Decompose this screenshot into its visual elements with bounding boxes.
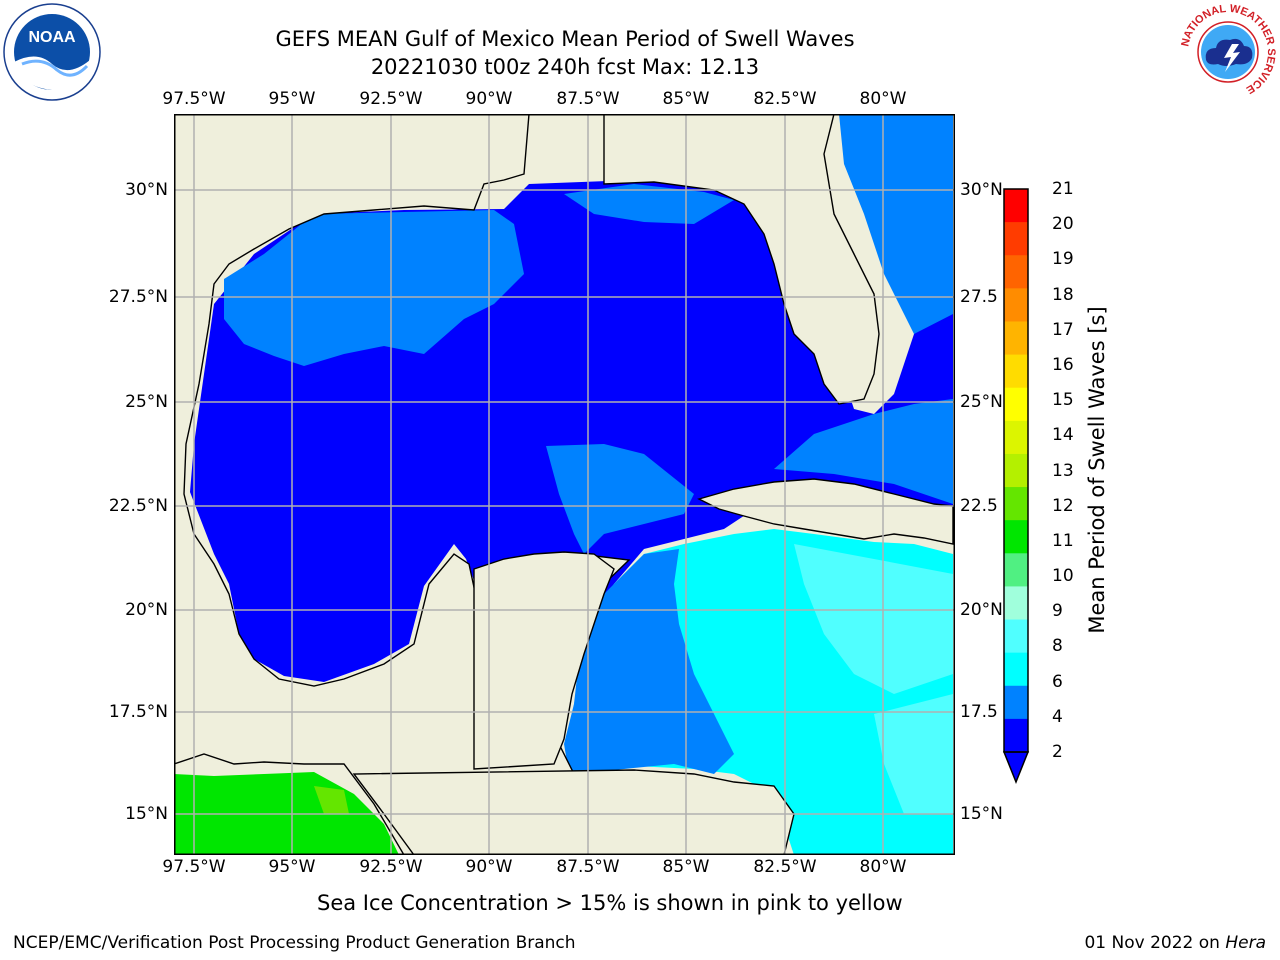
- lat-label-left-1: 30°N: [125, 180, 168, 200]
- swell-patch-north: [224, 210, 524, 366]
- colorbar-tick-label: 12: [1052, 495, 1074, 516]
- colorbar-swatch: [1004, 255, 1028, 289]
- lat-label-left-4: 22.5°N: [108, 496, 168, 516]
- colorbar-tick-label: 6: [1052, 671, 1063, 692]
- colorbar-swatch: [1004, 553, 1028, 587]
- colorbar-swatch: [1004, 586, 1028, 621]
- central-america-land: [352, 769, 795, 855]
- lat-label-right-6: 17.5: [960, 702, 998, 722]
- lat-label-left-6: 17.5°N: [108, 702, 168, 722]
- lon-label-bottom-5: 87.5°W: [556, 857, 620, 877]
- colorbar-tick-label: 19: [1052, 249, 1074, 270]
- caribbean-streak-1: [794, 544, 953, 694]
- colorbar-swatch: [1004, 718, 1028, 753]
- lon-label-top-7: 82.5°W: [753, 89, 817, 109]
- lon-label-bottom-2: 95°W: [268, 857, 316, 877]
- colorbar-tick-label: 13: [1052, 460, 1074, 481]
- colorbar-swatches: [1004, 189, 1028, 753]
- lon-label-bottom-1: 97.5°W: [162, 857, 226, 877]
- colorbar-tick-label: 10: [1052, 566, 1074, 587]
- chart-title: GEFS MEAN Gulf of Mexico Mean Period of …: [275, 27, 855, 51]
- colorbar-tick-label: 11: [1052, 530, 1074, 551]
- swell-patch-atlantic: [839, 114, 953, 334]
- colorbar-swatch: [1004, 189, 1028, 223]
- colorbar-tick-label: 17: [1052, 319, 1074, 340]
- colorbar-tick-label: 18: [1052, 284, 1074, 305]
- colorbar-tick-label: 21: [1052, 179, 1074, 199]
- colorbar-extend-arrow: [1002, 751, 1030, 785]
- pacific-patch: [314, 786, 349, 814]
- footer-credit: NCEP/EMC/Verification Post Processing Pr…: [13, 933, 576, 953]
- florida-land: [603, 114, 880, 405]
- swell-patch-northeast: [564, 184, 734, 224]
- colorbar-label: Mean Period of Swell Waves [s]: [1085, 306, 1109, 634]
- footer-host: Hera: [1225, 933, 1266, 953]
- grid-lines: [174, 114, 955, 855]
- lon-label-top-6: 85°W: [662, 89, 710, 109]
- lat-label-right-4: 22.5: [960, 496, 998, 516]
- colorbar-tick-label: 8: [1052, 636, 1063, 657]
- lat-label-left-3: 25°N: [125, 392, 168, 412]
- map-frame: [174, 114, 955, 855]
- sea-ice-note: Sea Ice Concentration > 15% is shown in …: [317, 891, 903, 915]
- lat-label-right-3: 25°N: [960, 392, 1003, 412]
- lon-label-bottom-3: 92.5°W: [359, 857, 423, 877]
- lon-label-top-4: 90°W: [465, 89, 513, 109]
- nws-logo: NATIONAL WEATHER SERVICE: [1179, 3, 1277, 100]
- gulf-of-mexico-map: [174, 114, 955, 855]
- colorbar-swatch: [1004, 453, 1028, 488]
- lat-label-right-2: 27.5: [960, 287, 998, 307]
- colorbar-swatch: [1004, 652, 1028, 687]
- lon-label-top-1: 97.5°W: [162, 89, 226, 109]
- colorbar-tick-label: 9: [1052, 601, 1063, 622]
- lat-label-right-7: 15°N: [960, 804, 1003, 824]
- noaa-logo-text: NOAA: [28, 29, 76, 46]
- lon-label-bottom-8: 80°W: [859, 857, 907, 877]
- lon-label-top-8: 80°W: [859, 89, 907, 109]
- lon-label-bottom-4: 90°W: [465, 857, 513, 877]
- colorbar-swatch: [1004, 520, 1028, 554]
- footer-date: 01 Nov 2022 on Hera: [1084, 933, 1266, 953]
- colorbar-tick-label: 2: [1052, 742, 1063, 762]
- lon-label-bottom-7: 82.5°W: [753, 857, 817, 877]
- colorbar-tick-label: 20: [1052, 214, 1074, 235]
- colorbar-swatch: [1004, 685, 1028, 720]
- noaa-logo: NOAA: [3, 3, 101, 101]
- caribbean-coastal-band: [564, 549, 734, 774]
- lon-label-top-5: 87.5°W: [556, 89, 620, 109]
- lat-label-right-5: 20°N: [960, 600, 1003, 620]
- lat-label-left-7: 15°N: [125, 804, 168, 824]
- lat-label-left-2: 27.5°N: [108, 287, 168, 307]
- colorbar-frame: [1003, 188, 1029, 753]
- colorbar-swatch: [1004, 487, 1028, 521]
- colorbar-tick-label: 16: [1052, 354, 1074, 375]
- colorbar-swatch: [1004, 619, 1028, 654]
- yucatan-land: [473, 551, 615, 770]
- swell-patch-florida-straits: [774, 399, 953, 504]
- colorbar-swatch: [1004, 321, 1028, 356]
- colorbar-tick-label: 4: [1052, 706, 1063, 727]
- colorbar-tick-label: 14: [1052, 425, 1074, 446]
- lon-label-bottom-6: 85°W: [662, 857, 710, 877]
- colorbar-tick-label: 15: [1052, 390, 1074, 411]
- colorbar-swatch: [1004, 354, 1028, 389]
- cuba-land: [697, 478, 954, 545]
- lat-label-left-5: 20°N: [125, 600, 168, 620]
- lon-label-top-3: 92.5°W: [359, 89, 423, 109]
- lat-label-right-1: 30°N: [960, 180, 1003, 200]
- colorbar: [1002, 188, 1030, 785]
- caribbean-streak-2: [874, 694, 953, 814]
- colorbar-swatch: [1004, 420, 1028, 455]
- chart-subtitle: 20221030 t00z 240h fcst Max: 12.13: [370, 55, 760, 79]
- swell-patch-center: [546, 444, 694, 554]
- footer-date-text: 01 Nov 2022 on: [1084, 933, 1226, 953]
- lon-label-top-2: 95°W: [268, 89, 316, 109]
- colorbar-swatch: [1004, 288, 1028, 322]
- colorbar-swatch: [1004, 387, 1028, 422]
- colorbar-swatch: [1004, 222, 1028, 256]
